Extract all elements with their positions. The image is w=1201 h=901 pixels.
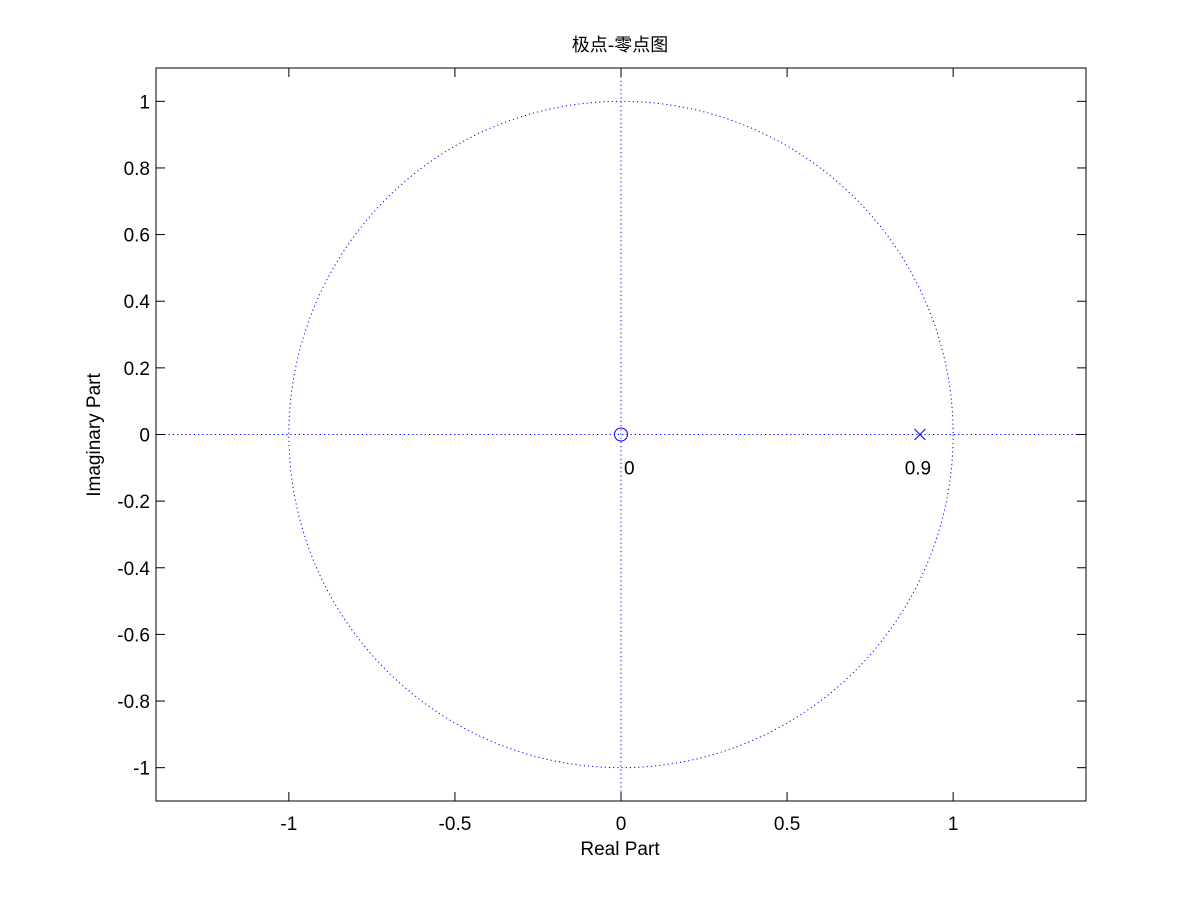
y-tick-label: -0.4 <box>117 559 150 580</box>
zero-label: 0 <box>624 459 635 480</box>
y-tick-label: -0.8 <box>117 692 150 713</box>
tick-layer <box>156 68 1086 801</box>
x-tick-label: 0 <box>616 814 627 835</box>
y-tick-label: -0.6 <box>117 625 150 646</box>
y-tick-label: -0.2 <box>117 492 150 513</box>
y-tick-label: 0.6 <box>124 226 150 247</box>
x-axis-label: Real Part <box>580 839 660 860</box>
axes-box <box>155 67 1087 802</box>
y-tick-label: 1 <box>139 92 150 113</box>
marks-layer: 0 0.9 <box>614 427 931 480</box>
y-tick-label: 0 <box>139 426 150 447</box>
x-tick-label: -1 <box>280 814 297 835</box>
pole-marker <box>914 428 926 441</box>
pole-marker-stroke <box>914 428 926 441</box>
y-tick-label: 0.8 <box>124 159 150 180</box>
y-axis-label: Imaginary Part <box>84 373 105 497</box>
tick-label-layer: -1 -0.5 0 0.5 1 1 0.8 0.6 0.4 0.2 0 -0.2 -0.4 -0.6 -0.… <box>117 92 958 835</box>
zero-marker <box>614 427 628 442</box>
guide-layer <box>156 68 1086 801</box>
y-tick-label: -1 <box>133 759 150 780</box>
chart-title: 极点-零点图 <box>572 35 669 56</box>
y-tick-label: 0.4 <box>124 292 151 313</box>
unit-circle <box>288 100 954 769</box>
pole-label: 0.9 <box>905 459 931 480</box>
x-tick-label: 0.5 <box>774 814 800 835</box>
y-tick-label: 0.2 <box>124 359 150 380</box>
plot-area: 0 0.9 -1 -0.5 0 0.5 110.80.60.40.20-0.2-0.4-0… <box>117 67 1087 835</box>
x-tick-label: 1 <box>948 814 959 835</box>
x-tick-label: -0.5 <box>439 814 472 835</box>
